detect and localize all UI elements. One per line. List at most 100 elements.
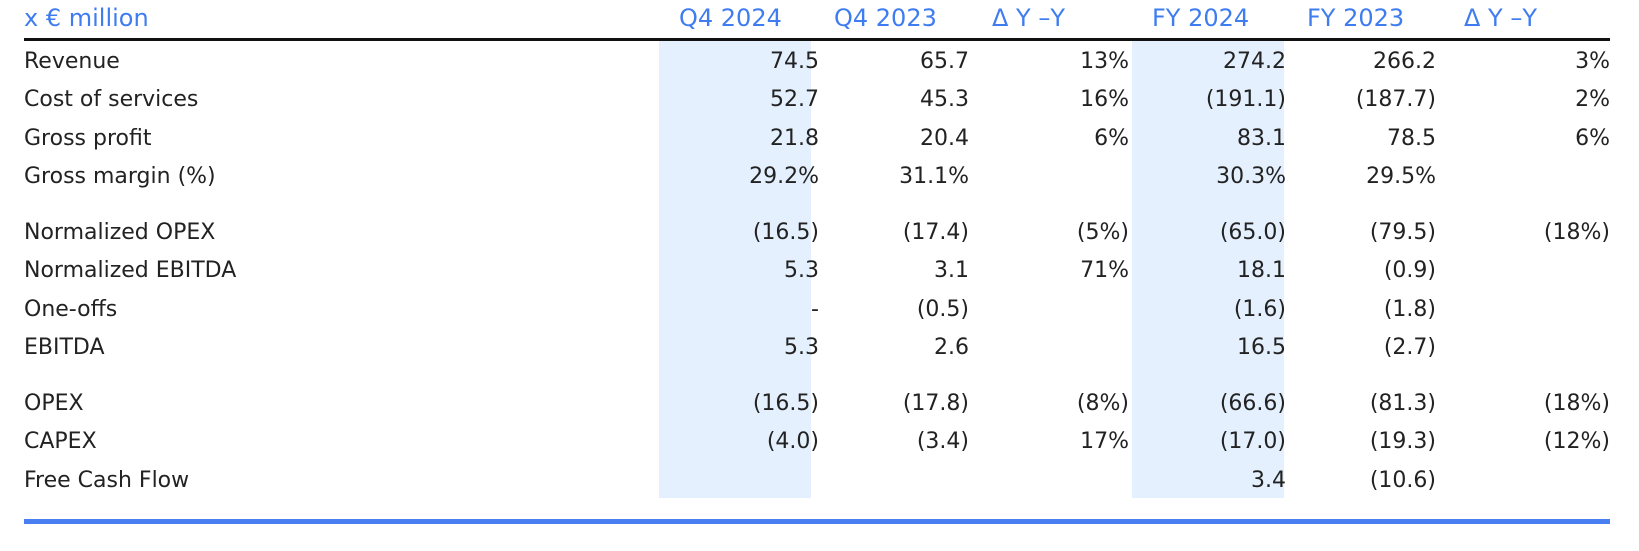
row-label: Cost of services [24, 87, 199, 112]
cell-fy-2024: 274.2 [1223, 49, 1286, 74]
table-row-free-cash-flow: Free Cash Flow 3.4 (10.6) [24, 462, 1610, 500]
cell-q4-2023: (3.4) [916, 429, 969, 454]
header-fy-2023: FY 2023 [1307, 4, 1405, 32]
cell-fy-2024: 83.1 [1237, 126, 1286, 151]
table-bottom-rule [24, 519, 1610, 524]
cell-q4-delta: 13% [1080, 49, 1129, 74]
cell-fy-2023: (19.3) [1369, 429, 1436, 454]
cell-fy-2023: (187.7) [1355, 87, 1436, 112]
cell-q4-delta: 6% [1094, 126, 1129, 151]
cell-q4-2024: (16.5) [752, 220, 819, 245]
cell-q4-2023: 45.3 [920, 87, 969, 112]
cell-q4-2023: 65.7 [920, 49, 969, 74]
cell-fy-2023: (81.3) [1369, 391, 1436, 416]
table-row-opex: OPEX (16.5) (17.8) (8%) (66.6) (81.3) (1… [24, 385, 1610, 423]
cell-q4-2023: 3.1 [934, 258, 969, 283]
cell-fy-2024: 16.5 [1237, 335, 1286, 360]
row-label: Normalized OPEX [24, 220, 216, 245]
cell-fy-2024: 18.1 [1237, 258, 1286, 283]
cell-q4-2024: 52.7 [770, 87, 819, 112]
header-fy-2024: FY 2024 [1152, 4, 1250, 32]
cell-q4-2024: 74.5 [770, 49, 819, 74]
cell-fy-2023: 78.5 [1387, 126, 1436, 151]
cell-q4-2023: (17.4) [902, 220, 969, 245]
table-row-gross-margin: Gross margin (%) 29.2% 31.1% 30.3% 29.5% [24, 158, 1610, 196]
cell-fy-2023: 266.2 [1373, 49, 1436, 74]
row-label: Normalized EBITDA [24, 258, 237, 283]
fy-2024-column-highlight [1132, 40, 1284, 498]
cell-fy-2024: (65.0) [1219, 220, 1286, 245]
cell-q4-2023: 2.6 [934, 335, 969, 360]
cell-q4-2024: 29.2% [749, 164, 819, 189]
cell-fy-delta: (18%) [1543, 391, 1610, 416]
cell-q4-2024: 5.3 [784, 258, 819, 283]
cell-q4-delta [979, 462, 1129, 500]
row-label: EBITDA [24, 335, 105, 360]
cell-q4-delta [979, 291, 1129, 329]
cell-fy-delta [1460, 291, 1610, 329]
cell-fy-delta [1460, 158, 1610, 196]
cell-q4-2024: (16.5) [752, 391, 819, 416]
table-row-ebitda: EBITDA 5.3 2.6 16.5 (2.7) [24, 329, 1610, 367]
cell-fy-delta: (18%) [1543, 220, 1610, 245]
cell-q4-2023: 20.4 [920, 126, 969, 151]
row-label: OPEX [24, 391, 84, 416]
row-label: Free Cash Flow [24, 468, 190, 493]
cell-fy-2024: 3.4 [1251, 468, 1286, 493]
cell-fy-2024: (1.6) [1233, 297, 1286, 322]
cell-q4-delta: (8%) [1076, 391, 1129, 416]
table-row-one-offs: One-offs - (0.5) (1.6) (1.8) [24, 291, 1610, 329]
cell-fy-2023: (1.8) [1383, 297, 1436, 322]
cell-fy-delta [1460, 462, 1610, 500]
cell-fy-delta [1460, 252, 1610, 290]
table-row-cost-of-services: Cost of services 52.7 45.3 16% (191.1) (… [24, 81, 1610, 119]
cell-fy-2023: (0.9) [1383, 258, 1436, 283]
header-q4-2024: Q4 2024 [679, 4, 782, 32]
cell-q4-2023: 31.1% [899, 164, 969, 189]
table-row-revenue: Revenue 74.5 65.7 13% 274.2 266.2 3% [24, 43, 1610, 81]
cell-fy-delta: 6% [1575, 126, 1610, 151]
cell-q4-delta: 71% [1080, 258, 1129, 283]
row-label: Revenue [24, 49, 120, 74]
cell-q4-2024: 5.3 [784, 335, 819, 360]
cell-fy-delta: 3% [1575, 49, 1610, 74]
cell-fy-2023: (10.6) [1369, 468, 1436, 493]
cell-q4-delta: (5%) [1076, 220, 1129, 245]
cell-q4-2023: (0.5) [916, 297, 969, 322]
cell-fy-delta [1460, 329, 1610, 367]
cell-fy-2024: (66.6) [1219, 391, 1286, 416]
cell-q4-2023 [819, 462, 969, 500]
table-header: x € million Q4 2024 Q4 2023 Δ Y –Y FY 20… [24, 0, 1610, 40]
header-q4-delta: Δ Y –Y [992, 4, 1065, 32]
cell-q4-delta: 17% [1080, 429, 1129, 454]
cell-q4-2024: (4.0) [766, 429, 819, 454]
cell-q4-delta [979, 329, 1129, 367]
table-row-gross-profit: Gross profit 21.8 20.4 6% 83.1 78.5 6% [24, 120, 1610, 158]
header-unit-label: x € million [24, 4, 149, 32]
row-label: One-offs [24, 297, 118, 322]
cell-q4-2024: - [811, 297, 819, 322]
cell-q4-delta [979, 158, 1129, 196]
cell-fy-2024: 30.3% [1216, 164, 1286, 189]
row-label: CAPEX [24, 429, 97, 454]
cell-fy-delta: 2% [1575, 87, 1610, 112]
table-row-normalized-opex: Normalized OPEX (16.5) (17.4) (5%) (65.0… [24, 214, 1610, 252]
cell-q4-delta: 16% [1080, 87, 1129, 112]
row-label: Gross profit [24, 126, 152, 151]
cell-fy-2024: (17.0) [1219, 429, 1286, 454]
cell-q4-2024 [669, 462, 819, 500]
table-row-capex: CAPEX (4.0) (3.4) 17% (17.0) (19.3) (12%… [24, 423, 1610, 461]
cell-fy-delta: (12%) [1543, 429, 1610, 454]
cell-q4-2024: 21.8 [770, 126, 819, 151]
header-rule [24, 38, 1610, 41]
cell-fy-2023: (79.5) [1369, 220, 1436, 245]
table-row-normalized-ebitda: Normalized EBITDA 5.3 3.1 71% 18.1 (0.9) [24, 252, 1610, 290]
cell-fy-2023: (2.7) [1383, 335, 1436, 360]
cell-fy-2023: 29.5% [1366, 164, 1436, 189]
cell-fy-2024: (191.1) [1205, 87, 1286, 112]
header-fy-delta: Δ Y –Y [1464, 4, 1537, 32]
cell-q4-2023: (17.8) [902, 391, 969, 416]
header-q4-2023: Q4 2023 [834, 4, 937, 32]
q4-2024-column-highlight [659, 40, 811, 498]
row-label: Gross margin (%) [24, 164, 216, 189]
